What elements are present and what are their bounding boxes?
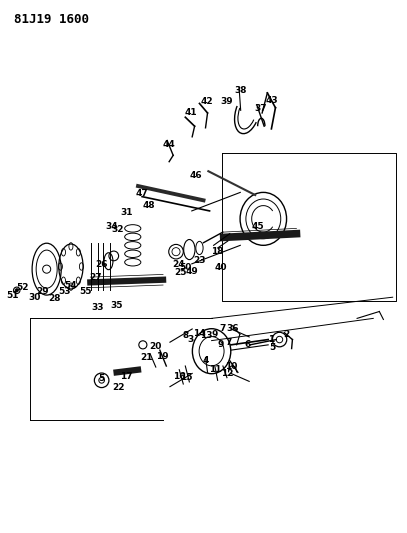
Text: 17: 17	[120, 372, 133, 381]
Text: 29: 29	[36, 287, 49, 296]
Text: 22: 22	[112, 383, 125, 392]
Text: 27: 27	[89, 272, 101, 281]
Text: 53: 53	[58, 287, 70, 296]
Text: 14: 14	[193, 329, 206, 338]
Text: 40: 40	[214, 263, 227, 272]
Text: 4: 4	[202, 356, 209, 365]
Text: 11: 11	[208, 365, 221, 374]
Text: 25: 25	[174, 268, 186, 277]
Text: 19: 19	[156, 352, 168, 361]
Text: 39: 39	[221, 97, 233, 106]
Text: 81J19 1600: 81J19 1600	[13, 13, 88, 27]
Text: 50: 50	[179, 263, 192, 272]
Text: 5: 5	[269, 343, 276, 352]
Text: 16: 16	[173, 372, 186, 381]
Text: 30: 30	[28, 293, 41, 302]
Text: 6: 6	[244, 341, 250, 349]
Text: 7: 7	[220, 325, 226, 334]
Text: 43: 43	[266, 96, 278, 105]
Text: 21: 21	[140, 353, 152, 362]
Text: 33: 33	[91, 303, 104, 312]
Text: 28: 28	[48, 294, 61, 303]
Text: 10: 10	[225, 361, 237, 370]
Text: 20: 20	[150, 343, 162, 351]
Text: 52: 52	[16, 283, 28, 292]
Text: 47: 47	[136, 189, 149, 198]
Text: 54: 54	[65, 281, 77, 290]
Text: 23: 23	[193, 256, 206, 265]
Text: 49: 49	[186, 267, 199, 276]
Text: 46: 46	[190, 171, 203, 180]
Text: 45: 45	[252, 222, 265, 231]
Text: 35: 35	[110, 301, 123, 310]
Text: 13: 13	[201, 331, 213, 340]
Text: 37: 37	[255, 104, 267, 113]
Text: 26: 26	[95, 261, 108, 269]
Text: 18: 18	[211, 247, 224, 256]
Text: 42: 42	[200, 97, 213, 106]
Text: 5: 5	[98, 374, 105, 383]
Text: 32: 32	[112, 225, 124, 234]
Text: 55: 55	[79, 287, 92, 296]
Text: 1: 1	[268, 335, 275, 344]
Text: 3: 3	[188, 335, 194, 344]
Text: 38: 38	[234, 86, 247, 95]
Text: 15: 15	[180, 373, 193, 382]
Text: 7: 7	[225, 338, 232, 346]
Text: 51: 51	[7, 291, 19, 300]
Text: 34: 34	[105, 222, 118, 231]
Text: 44: 44	[163, 140, 175, 149]
Text: 41: 41	[184, 109, 197, 117]
Text: 48: 48	[142, 201, 155, 210]
Text: 8: 8	[182, 331, 188, 340]
Circle shape	[15, 289, 18, 292]
Text: 9: 9	[218, 341, 224, 349]
Text: 2: 2	[283, 330, 289, 339]
Text: 12: 12	[221, 369, 233, 378]
Text: 9: 9	[212, 330, 218, 339]
Text: 36: 36	[226, 325, 239, 334]
Text: 24: 24	[172, 261, 185, 269]
Text: 31: 31	[120, 208, 133, 217]
